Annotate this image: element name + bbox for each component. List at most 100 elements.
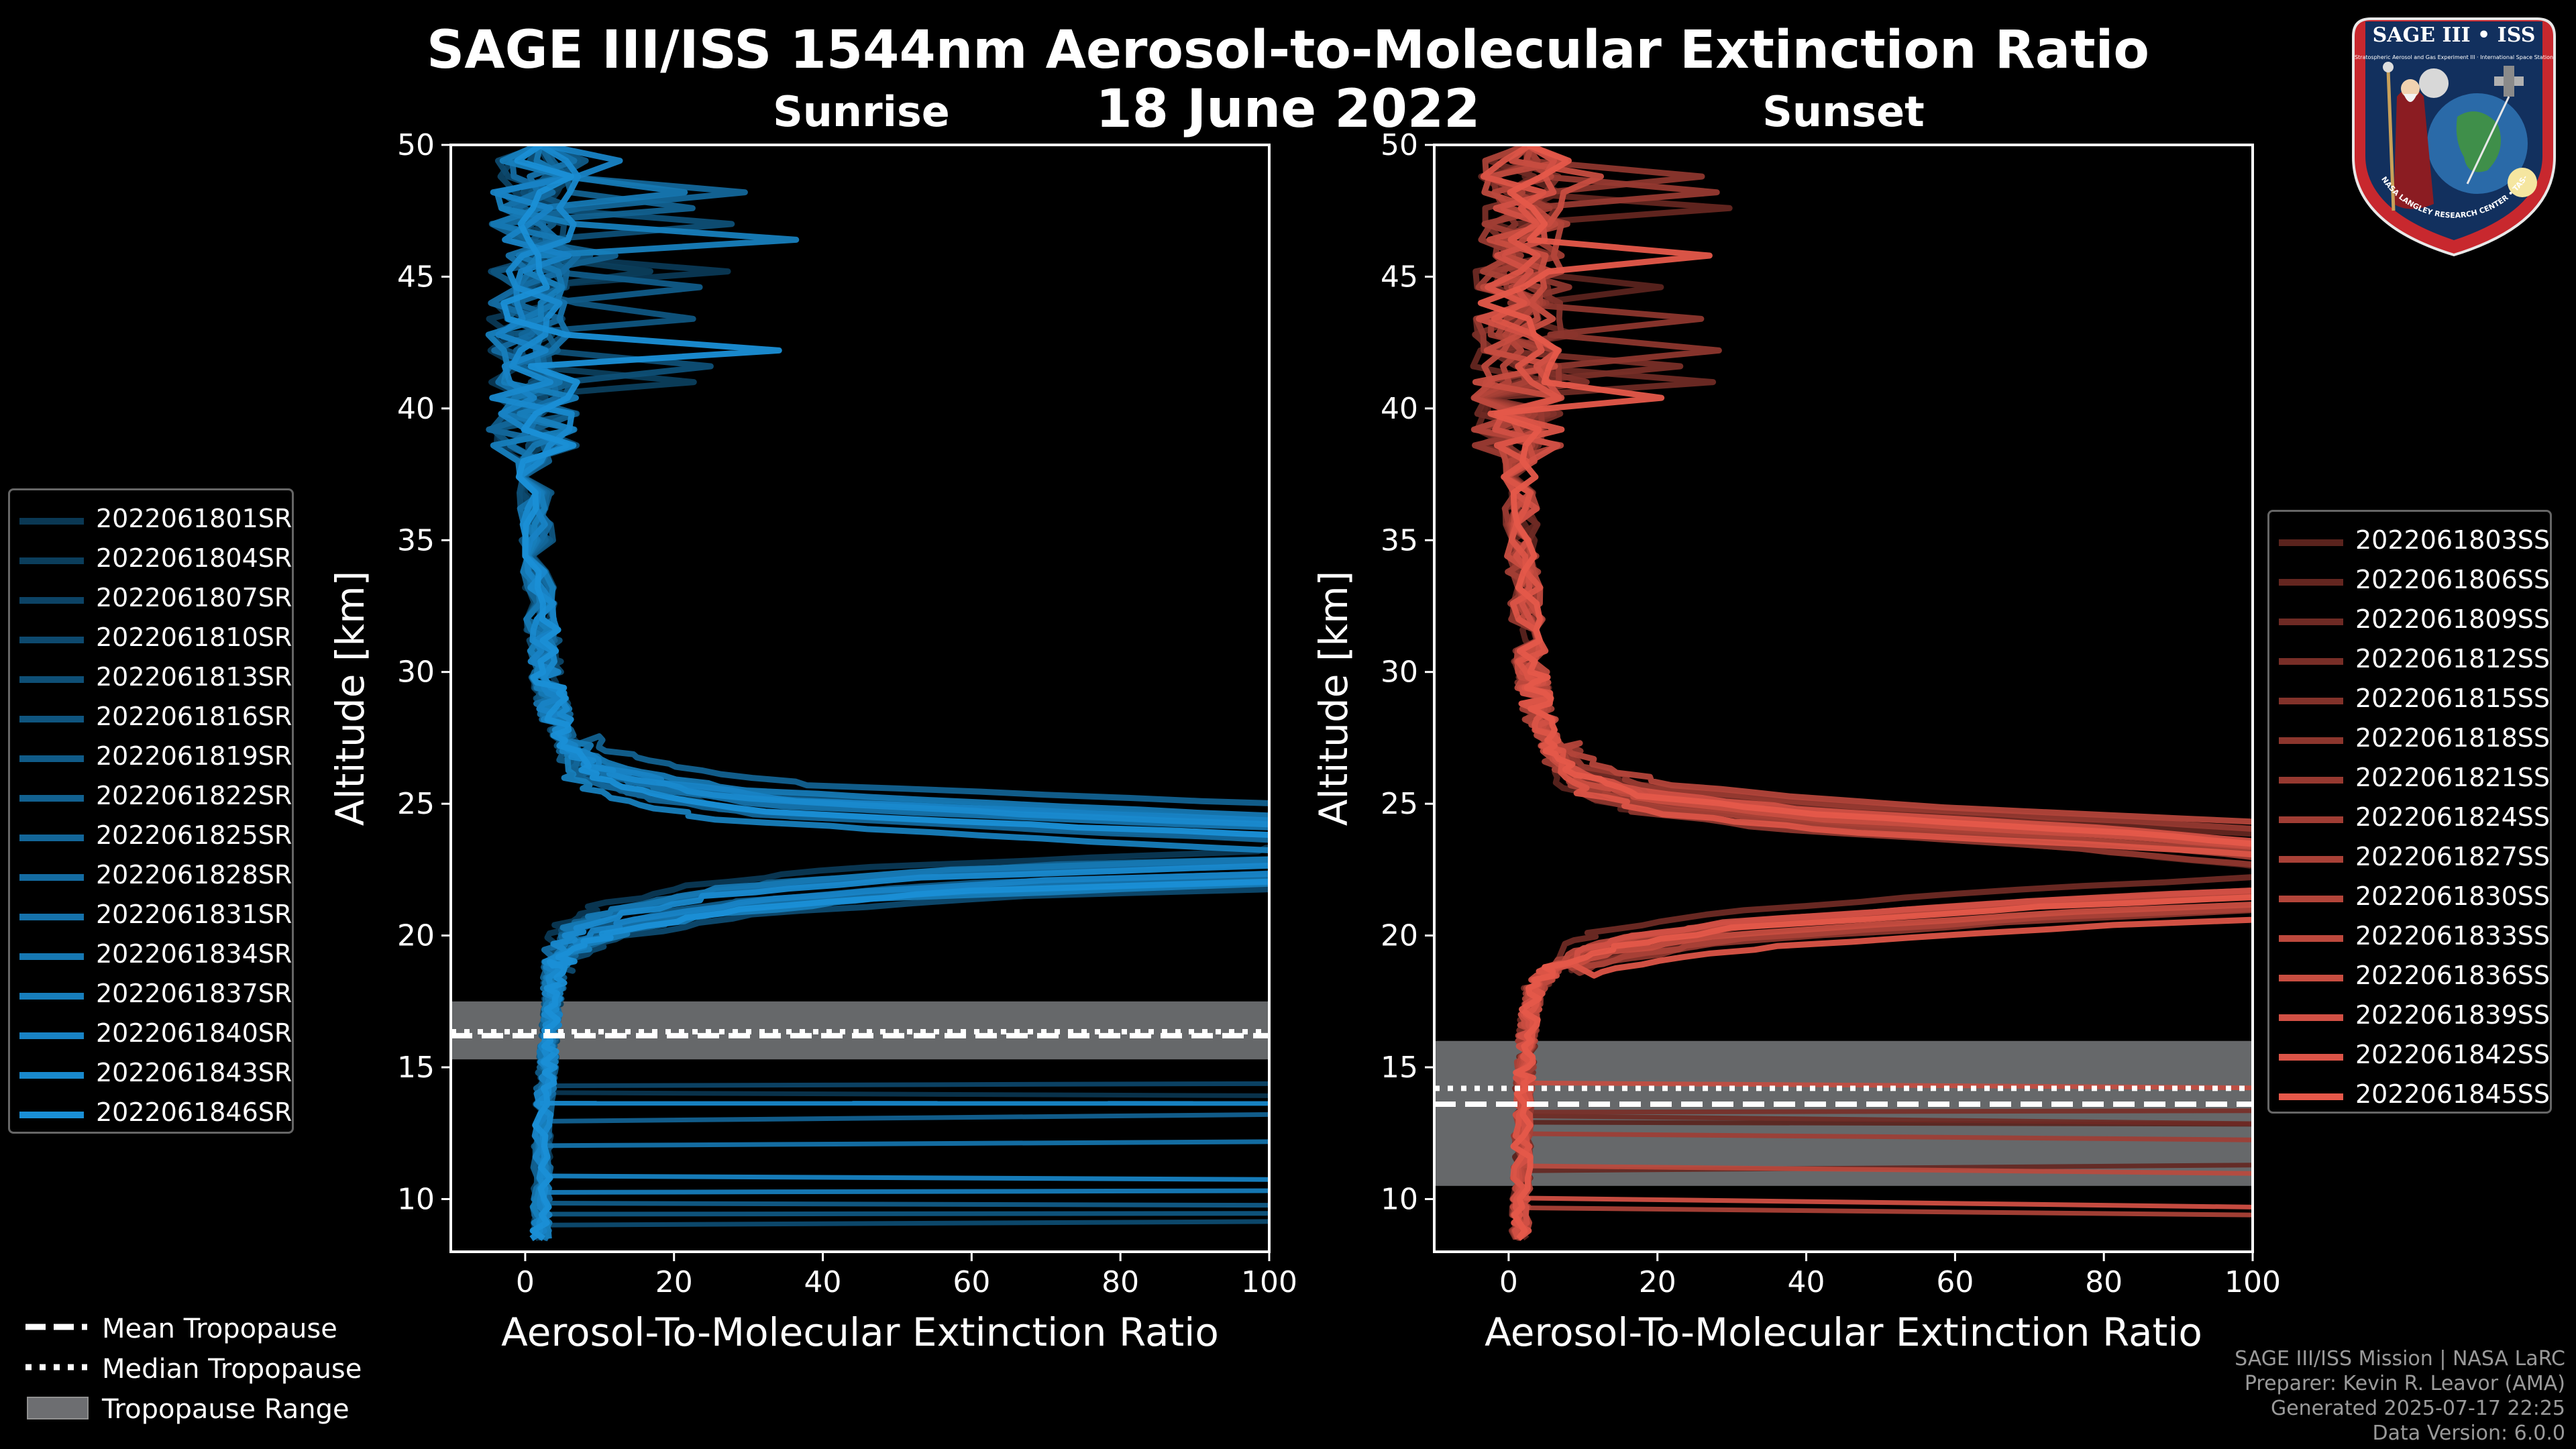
series-group [485,145,1269,1242]
series-line-2022061846SR [500,145,1269,1242]
y-tick-label: 20 [1381,919,1418,953]
sunset-legend-label: 2022061836SS [2355,961,2551,990]
footer-generated: Generated 2025-07-17 22:25 [2270,1397,2565,1420]
sunrise-legend-swatch [19,1032,84,1039]
sunrise-legend-label: 2022061816SR [96,702,292,731]
y-tick-label: 35 [1381,523,1418,557]
sunset-legend-item: 2022061818SS [2269,719,2550,759]
sunset-legend-label: 2022061818SS [2355,723,2551,753]
sunset-legend-item: 2022061839SS [2269,996,2550,1036]
x-tick-label: 20 [1639,1265,1676,1299]
sunrise-legend-label: 2022061840SR [96,1018,292,1048]
series-streak-2022061809SS [1523,1113,2253,1126]
sunset-legend-swatch [2279,658,2343,665]
sunrise-legend-label: 2022061804SR [96,543,292,573]
sunrise-legend-label: 2022061846SR [96,1097,292,1127]
sunset-legend-label: 2022061824SS [2355,802,2551,832]
y-tick-label: 50 [397,128,435,162]
y-tick-label: 25 [1381,787,1418,821]
legend-tropopause-range: Tropopause Range [20,1389,423,1426]
chart-title: SAGE III/ISS 1544nm Aerosol-to-Molecular… [427,20,2149,80]
y-axis-label: Altitude [km] [1311,571,1356,826]
sage-iii-iss-logo: SAGE III • ISS Stratospheric Aerosol and… [2337,3,2568,260]
y-tick-label: 30 [397,655,435,690]
sunrise-legend-label: 2022061825SR [96,820,292,850]
x-axis-label: Aerosol-To-Molecular Extinction Ratio [1485,1309,2202,1355]
y-axis-label: Altitude [km] [327,571,373,826]
sunrise-legend-item: 2022061828SR [10,856,292,896]
sunset-legend-swatch [2279,619,2343,625]
sunset-legend-label: 2022061815SS [2355,684,2551,713]
series-streak-2022061801SR [540,1090,1269,1098]
footer-mission: SAGE III/ISS Mission | NASA LaRC [2235,1347,2565,1371]
sunrise-legend-swatch [19,557,84,564]
sunset-legend: 2022061803SS 2022061806SS 2022061809SS 2022… [2267,510,2552,1114]
sunset-legend-item: 2022061806SS [2269,561,2550,600]
y-tick-label: 40 [397,392,435,426]
y-tick-label: 10 [1381,1182,1418,1216]
sunset-legend-item: 2022061815SS [2269,680,2550,719]
series-streak-2022061830SS [1523,1205,2253,1218]
x-tick-label: 60 [953,1265,990,1299]
sunrise-legend-item: 2022061807SR [10,579,292,619]
sunrise-legend-item: 2022061816SR [10,698,292,737]
sunset-legend-label: 2022061830SS [2355,881,2551,911]
series-streak-2022061836SS [1523,1080,2253,1091]
sunrise-panel: 0 20 40 60 80 100 10 15 20 25 30 35 40 45 50 Aerosol-To… [327,128,1297,1355]
y-tick-label: 15 [1381,1051,1418,1085]
sunrise-legend-label: 2022061843SR [96,1058,292,1087]
sunset-legend-swatch [2279,579,2343,586]
sunrise-legend-item: 2022061825SR [10,816,292,856]
sunrise-legend-label: 2022061807SR [96,583,292,612]
sunrise-legend-item: 2022061810SR [10,619,292,658]
y-tick-label: 10 [397,1182,435,1216]
sunset-legend-swatch [2279,737,2343,744]
sunset-legend-label: 2022061806SS [2355,565,2551,594]
sunrise-legend-label: 2022061831SR [96,900,292,929]
sunset-legend-swatch [2279,539,2343,546]
sunrise-legend-swatch [19,914,84,920]
sunrise-legend-item: 2022061831SR [10,896,292,935]
footer-version: Data Version: 6.0.0 [2372,1421,2565,1445]
sunrise-legend-item: 2022061840SR [10,1014,292,1054]
sunset-legend-label: 2022061839SS [2355,1000,2551,1030]
plot-frame [1433,144,2254,1253]
sunset-legend-item: 2022061812SS [2269,640,2550,680]
logo-subtitle: Stratospheric Aerosol and Gas Experiment… [2355,54,2553,60]
series-line-2022061825SR [486,145,1269,1241]
series-streak-2022061843SR [540,1173,1269,1182]
sunset-legend-item: 2022061845SS [2269,1075,2550,1115]
sunset-legend-label: 2022061809SS [2355,604,2551,634]
median-tropopause-label: Median Tropopause [102,1354,362,1385]
sunrise-legend-label: 2022061828SR [96,860,292,890]
sunset-legend-label: 2022061812SS [2355,644,2551,674]
x-tick-label: 0 [1499,1265,1518,1299]
legend-median-tropopause: Median Tropopause [20,1348,423,1386]
sunrise-legend-label: 2022061810SR [96,623,292,652]
sunrise-legend-swatch [19,518,84,525]
sunset-legend-item: 2022061809SS [2269,600,2550,640]
sunset-legend-swatch [2279,1054,2343,1061]
x-tick-label: 80 [2085,1265,2123,1299]
sunrise-legend-swatch [19,795,84,802]
sunrise-legend-item: 2022061813SR [10,658,292,698]
y-tick-label: 35 [397,523,435,557]
sunrise-legend: 2022061801SR 2022061804SR 2022061807SR 2022… [8,488,294,1134]
x-tick-label: 100 [1241,1265,1297,1299]
sunrise-legend-item: 2022061843SR [10,1054,292,1093]
y-tick-label: 40 [1381,392,1418,426]
sunset-legend-label: 2022061827SS [2355,842,2551,871]
sunrise-legend-label: 2022061822SR [96,781,292,810]
logo-title: SAGE III • ISS [2373,23,2536,47]
series-line-2022061845SS [1477,145,2253,1241]
sunset-legend-swatch [2279,1093,2343,1100]
series-streak-2022061813SR [540,1219,1269,1228]
sunrise-legend-swatch [19,953,84,960]
y-tick-label: 20 [397,919,435,953]
sunrise-legend-item: 2022061834SR [10,935,292,975]
tropopause-range-label: Tropopause Range [102,1394,350,1425]
tropopause-range-swatch [27,1397,89,1419]
sunset-legend-item: 2022061842SS [2269,1036,2550,1075]
sunset-legend-swatch [2279,1014,2343,1021]
